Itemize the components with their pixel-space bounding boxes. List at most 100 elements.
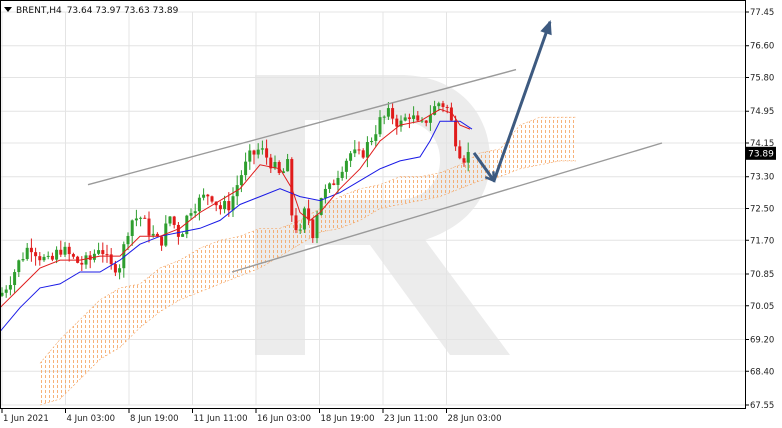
candle-bull <box>466 152 470 163</box>
candle-bear <box>67 246 71 255</box>
x-tick-label: 4 Jun 03:00 <box>67 414 116 424</box>
candle-bull <box>319 197 323 215</box>
candle-bull <box>273 161 277 169</box>
candle-bull <box>97 250 101 254</box>
candle-bull <box>428 114 432 123</box>
candle-bear <box>441 103 445 107</box>
candle-bull <box>151 233 155 236</box>
candle-bull <box>189 213 193 216</box>
kijun-line <box>0 120 473 332</box>
y-tick-label: 74.15 <box>750 139 774 149</box>
y-tick-label: 75.80 <box>750 74 774 84</box>
candle-bull <box>374 134 378 141</box>
candle-bull <box>197 197 201 212</box>
candle-bull <box>130 220 134 236</box>
candle-bear <box>407 117 411 119</box>
y-tick-label: 70.85 <box>750 270 774 280</box>
candle-bear <box>50 255 54 260</box>
candle-bull <box>126 235 130 245</box>
candle-bear <box>252 150 256 155</box>
candle-bear <box>424 120 428 123</box>
candle-bear <box>155 233 159 237</box>
indicator-lines <box>0 108 473 332</box>
candle-bear <box>391 108 395 119</box>
candle-bull <box>25 247 29 260</box>
candle-bull <box>286 159 290 172</box>
time-axis[interactable]: 1 Jun 2021 4 Jun 03:00 8 Jun 19:00 11 Jun 1… <box>1 409 502 424</box>
triangle-down-icon[interactable] <box>4 7 12 12</box>
candle-bull <box>4 289 8 293</box>
candle-bull <box>365 142 369 158</box>
candle-bear <box>454 120 458 147</box>
candle-bear <box>269 157 273 169</box>
y-tick-label: 70.05 <box>750 302 774 312</box>
candle-bull <box>248 150 252 162</box>
candle-bear <box>458 146 462 159</box>
x-tick-label: 18 Jun 19:00 <box>321 414 375 424</box>
x-tick-label: 11 Jun 11:00 <box>194 414 248 424</box>
candle-bull <box>202 194 206 198</box>
x-tick-label: 23 Jun 11:00 <box>384 414 438 424</box>
y-tick-label: 74.95 <box>750 107 774 117</box>
candle-bear <box>445 106 449 108</box>
x-tick-label: 16 Jun 03:00 <box>257 414 311 424</box>
candle-bull <box>55 249 59 260</box>
candle-bull <box>302 208 306 230</box>
candle-bull <box>382 116 386 118</box>
candle-bear <box>265 148 269 158</box>
candle-bear <box>357 149 361 151</box>
candle-bear <box>462 158 466 163</box>
y-tick-label: 69.20 <box>750 336 774 346</box>
candle-bull <box>344 160 348 172</box>
y-tick-label: 73.30 <box>750 173 774 183</box>
price-axis[interactable]: 77.45 76.60 75.80 74.95 74.15 73.30 72.50 71.70… <box>745 8 774 411</box>
candle-bear <box>109 254 113 265</box>
candle-bear <box>307 208 311 220</box>
candle-bull <box>323 188 327 198</box>
candle-bull <box>349 153 353 161</box>
y-tick-label: 72.50 <box>750 205 774 215</box>
candle-bear <box>294 215 298 231</box>
candle-bear <box>80 262 84 265</box>
last-price-tag: 73.89 <box>746 146 776 160</box>
x-tick-label: 8 Jun 19:00 <box>130 414 179 424</box>
candle-bear <box>101 250 105 255</box>
candle-bull <box>386 108 390 117</box>
symbol-label: BRENT,H4 <box>16 6 62 16</box>
candle-bull <box>0 292 4 296</box>
candle-bear <box>29 247 33 253</box>
last-price-label: 73.89 <box>748 149 774 159</box>
candle-bull <box>42 256 46 261</box>
candle-bull <box>21 259 25 261</box>
y-tick-label: 76.60 <box>750 42 774 52</box>
candle-bear <box>218 205 222 210</box>
candle-bull <box>231 196 235 211</box>
candle-bull <box>181 234 185 237</box>
channel-lower-line <box>231 142 663 273</box>
y-tick-label: 68.40 <box>750 367 774 377</box>
candle-bear <box>105 254 109 256</box>
candle-bear <box>147 218 151 236</box>
candle-bear <box>160 236 164 246</box>
candle-bull <box>223 201 227 210</box>
candle-bull <box>134 218 138 221</box>
forecast-arrow <box>472 20 552 183</box>
candle-bull <box>378 117 382 135</box>
trend-channel <box>87 68 663 273</box>
candle-bull <box>122 244 126 269</box>
candle-bear <box>172 216 176 225</box>
channel-upper-line <box>87 68 517 186</box>
candle-bull <box>399 120 403 127</box>
candle-bear <box>38 256 42 261</box>
candle-bull <box>164 223 168 246</box>
candle-bull <box>433 106 437 115</box>
chart-header[interactable]: BRENT,H4 73.64 73.97 73.63 73.89 <box>4 6 179 16</box>
y-tick-label: 67.55 <box>750 401 774 411</box>
dip-arrow-head <box>484 171 496 183</box>
candle-bull <box>353 149 357 154</box>
ohlc-values: 73.64 73.97 73.63 73.89 <box>67 6 179 16</box>
candle-bull <box>315 214 319 239</box>
